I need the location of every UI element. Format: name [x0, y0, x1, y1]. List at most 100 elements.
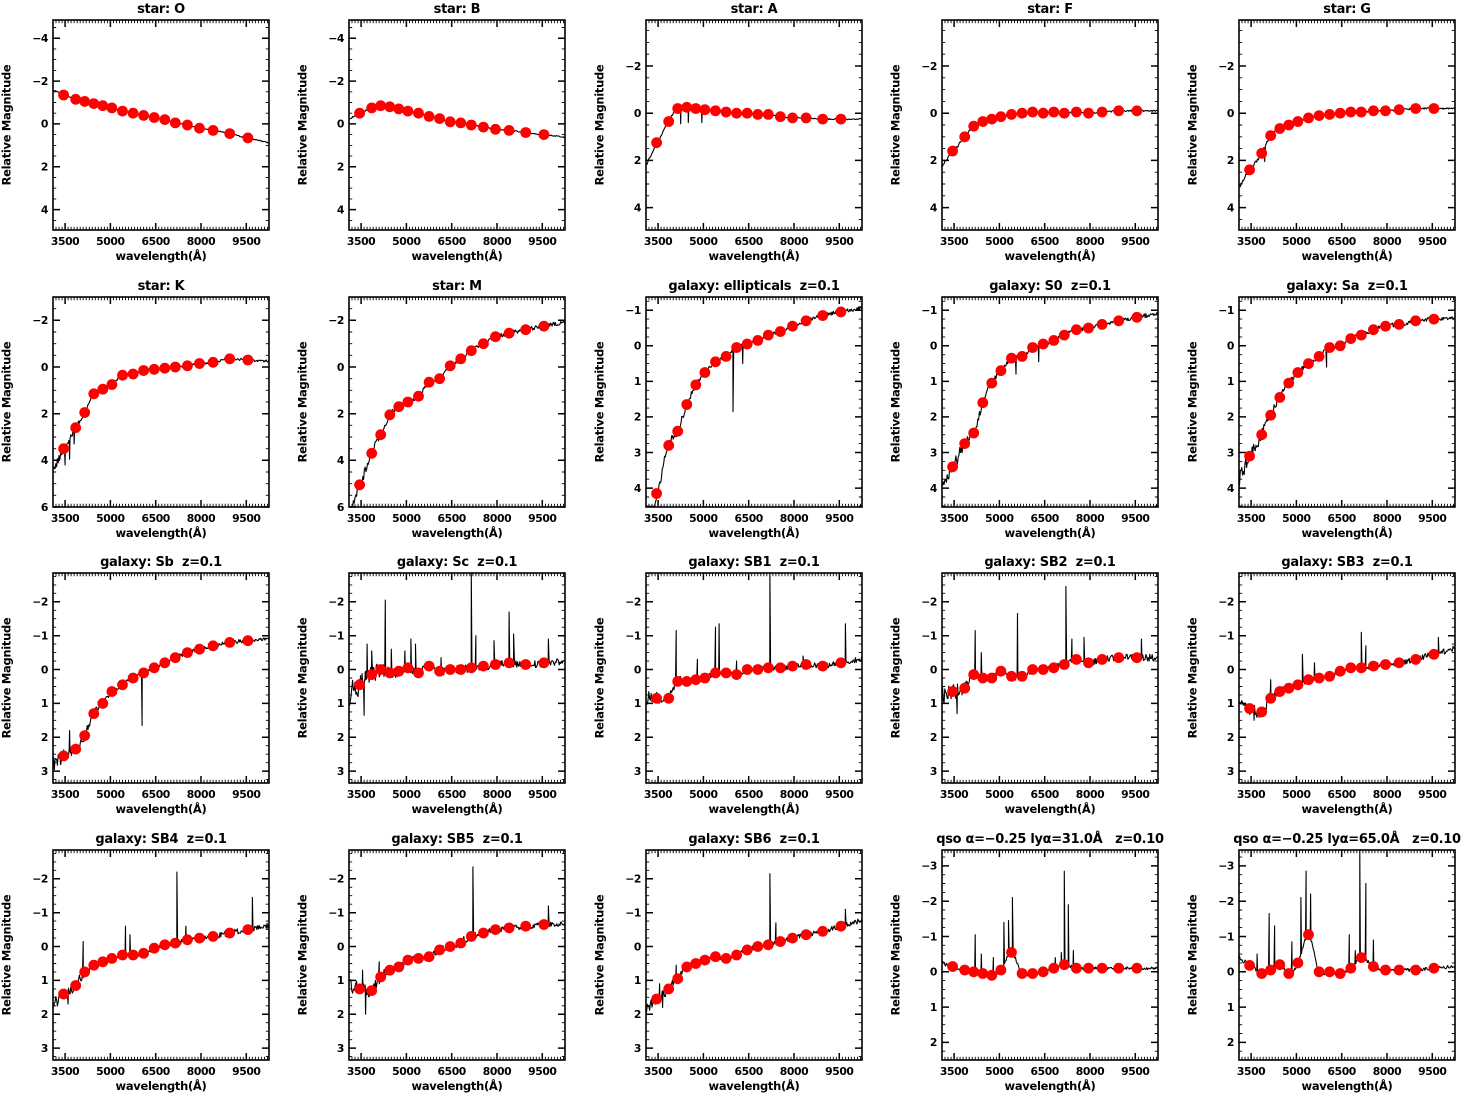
- x-tick-label: 5000: [1282, 1064, 1310, 1077]
- photometry-point: [106, 102, 118, 114]
- x-tick-label: 8000: [1372, 511, 1400, 524]
- x-minor-ticks: [645, 20, 861, 230]
- x-tick-label: 5000: [689, 235, 717, 248]
- y-tick-label: 3: [41, 765, 48, 778]
- photometry-points: [1243, 313, 1439, 461]
- y-tick-label: 4: [41, 203, 48, 216]
- y-minor-ticks: [645, 30, 862, 220]
- x-minor-ticks: [1238, 573, 1454, 783]
- photometry-point: [384, 408, 396, 420]
- photometry-point: [1292, 957, 1303, 968]
- photometry-point: [800, 112, 812, 124]
- photometry-point: [181, 119, 193, 131]
- photometry-points: [947, 946, 1143, 981]
- photometry-point: [402, 396, 414, 407]
- spectrum-line: [349, 319, 566, 507]
- x-tick-label: 9500: [529, 235, 557, 248]
- y-tick-label: 2: [41, 161, 48, 174]
- x-tick-label: 3500: [940, 511, 968, 524]
- photometry-point: [1006, 109, 1018, 120]
- x-tick-label: 9500: [1418, 511, 1446, 524]
- photometry-point: [88, 387, 100, 399]
- photometry-point: [79, 966, 91, 977]
- photometry-point: [835, 657, 847, 669]
- photometry-point: [1037, 107, 1049, 119]
- photometry-point: [159, 657, 171, 669]
- y-tick-label: −2: [921, 596, 937, 609]
- photometry-point: [466, 930, 478, 942]
- photometry-point: [1006, 670, 1018, 682]
- photometry-point: [366, 102, 378, 114]
- photometry-point: [1282, 119, 1294, 131]
- photometry-point: [490, 330, 502, 342]
- photometry-point: [774, 111, 786, 123]
- photometry-point: [384, 667, 396, 679]
- y-tick-label: 2: [337, 161, 344, 174]
- photometry-point: [70, 421, 82, 433]
- photometry-point: [699, 954, 711, 966]
- y-tick-label: 0: [634, 663, 641, 676]
- panel-title: star: B: [434, 2, 481, 17]
- y-major-ticks: [1238, 601, 1455, 772]
- photometry-point: [1083, 107, 1095, 119]
- photometry-point: [672, 103, 683, 114]
- photometry-point: [1016, 967, 1028, 979]
- photometry-point: [455, 352, 467, 364]
- axis-frame: [52, 19, 270, 231]
- photometry-point: [538, 320, 550, 332]
- photometry-point: [1243, 450, 1255, 461]
- photometry-point: [504, 327, 515, 339]
- y-tick-label: −2: [32, 872, 48, 885]
- y-tick-label: 1: [337, 974, 344, 987]
- photometry-point: [762, 938, 774, 950]
- photometry-point: [224, 637, 236, 648]
- photometry-point: [672, 972, 683, 984]
- x-major-ticks: [360, 849, 544, 1060]
- photometry-point: [445, 116, 456, 128]
- photometry-point: [434, 372, 446, 384]
- spectrum-line: [1238, 107, 1455, 188]
- y-axis-label: Relative Magnitude: [1186, 64, 1199, 185]
- photometry-point: [169, 361, 181, 372]
- x-minor-ticks: [52, 296, 268, 507]
- photometry-point: [690, 674, 701, 686]
- photometry-point: [242, 354, 254, 365]
- photometry-point: [159, 362, 171, 374]
- photometry-points: [354, 320, 550, 490]
- photometry-point: [490, 659, 502, 670]
- y-tick-label: 2: [1226, 1036, 1233, 1049]
- panel-title: galaxy: Sb z=0.1: [100, 555, 222, 570]
- photometry-point: [169, 117, 181, 129]
- y-minor-ticks: [645, 300, 862, 506]
- x-major-ticks: [360, 20, 544, 230]
- photometry-point: [786, 320, 798, 332]
- x-axis-label: wavelength(Å): [708, 801, 799, 816]
- y-axis-label: Relative Magnitude: [593, 894, 606, 1015]
- photometry-point: [169, 937, 181, 949]
- x-tick-label: 3500: [940, 235, 968, 248]
- photometry-point: [1255, 147, 1267, 159]
- photometry-point: [445, 940, 456, 952]
- photometry-point: [690, 379, 701, 390]
- photometry-point: [1096, 318, 1108, 330]
- y-minor-ticks: [645, 852, 862, 1057]
- y-major-ticks: [52, 319, 269, 508]
- y-major-ticks: [645, 601, 862, 772]
- y-major-ticks: [349, 319, 566, 508]
- y-tick-label: 0: [1226, 965, 1233, 978]
- x-tick-label: 6500: [141, 1064, 169, 1077]
- photometry-point: [1113, 105, 1125, 117]
- y-minor-ticks: [52, 575, 269, 781]
- x-tick-label: 3500: [51, 511, 79, 524]
- photometry-points: [58, 352, 254, 454]
- photometry-point: [1355, 329, 1367, 341]
- spectrum-line: [52, 870, 270, 1007]
- y-major-ticks: [942, 601, 1159, 772]
- y-tick-label: 0: [930, 965, 937, 978]
- photometry-points: [650, 657, 847, 704]
- panel-title: star: M: [433, 279, 483, 294]
- photometry-point: [1048, 962, 1060, 974]
- photometry-point: [1292, 366, 1303, 378]
- y-major-ticks: [645, 308, 862, 489]
- x-minor-ticks: [52, 849, 268, 1060]
